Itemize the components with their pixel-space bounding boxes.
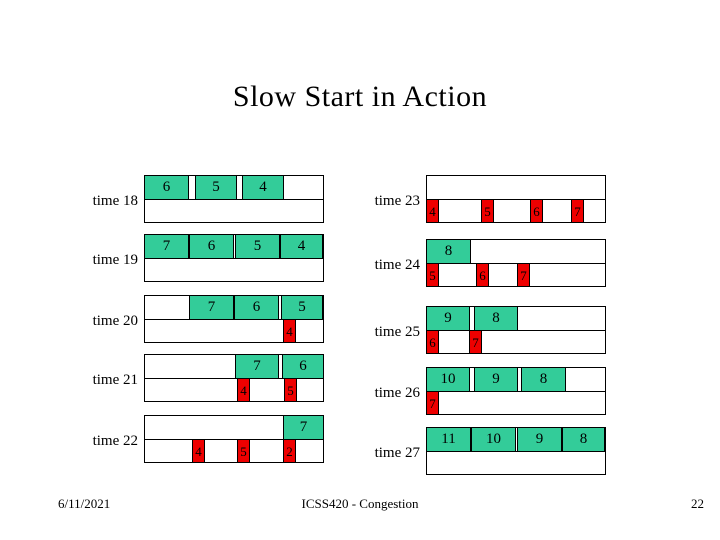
ack-box: 6 — [476, 263, 489, 287]
segment-box: 9 — [426, 306, 470, 331]
time-label: time 22 — [92, 433, 138, 449]
segment-box: 7 — [144, 234, 189, 259]
slide-title: Slow Start in Action — [232, 80, 488, 113]
time-label: time 21 — [92, 372, 138, 388]
transmission-window: 10 9 8 7 — [426, 367, 606, 415]
segment-box: 8 — [426, 239, 471, 264]
segment-box: 7 — [283, 415, 324, 440]
segment-box: 8 — [521, 367, 566, 392]
segment-box: 11 — [426, 427, 471, 452]
transmission-window: 4 5 6 7 — [426, 175, 606, 223]
footer-date: 6/11/2021 — [58, 496, 111, 511]
transmission-window: 7 4 5 2 — [144, 415, 324, 463]
segment-box: 8 — [562, 427, 605, 452]
ack-box: 5 — [426, 263, 439, 287]
window-midline — [427, 263, 605, 264]
ack-box: 4 — [283, 319, 296, 343]
ack-box: 6 — [426, 330, 439, 354]
ack-box: 7 — [517, 263, 530, 287]
footer-page-number: 22 — [691, 496, 704, 511]
time-label: time 23 — [374, 193, 420, 209]
window-midline — [427, 451, 605, 452]
segment-box: 9 — [474, 367, 518, 392]
segment-box: 5 — [281, 295, 323, 320]
segment-box: 4 — [280, 234, 323, 259]
time-label: time 27 — [374, 445, 420, 461]
time-label: time 18 — [92, 193, 138, 209]
segment-box: 8 — [474, 306, 518, 331]
segment-box: 9 — [517, 427, 562, 452]
ack-box: 6 — [530, 199, 543, 223]
window-midline — [427, 199, 605, 200]
segment-box: 5 — [235, 234, 280, 259]
window-midline — [145, 439, 323, 440]
window-midline — [145, 378, 323, 379]
ack-box: 4 — [192, 439, 205, 463]
time-label: time 26 — [374, 385, 420, 401]
segment-box: 10 — [471, 427, 516, 452]
ack-box: 5 — [481, 199, 494, 223]
footer-course-label: ICSS420 - Congestion — [301, 496, 419, 511]
segment-box: 6 — [189, 234, 234, 259]
window-midline — [145, 258, 323, 259]
segment-box: 5 — [195, 175, 237, 200]
time-label: time 19 — [92, 252, 138, 268]
ack-box: 4 — [426, 199, 439, 223]
ack-box: 7 — [469, 330, 482, 354]
segment-box: 6 — [282, 354, 324, 379]
time-label: time 25 — [374, 324, 420, 340]
ack-box: 4 — [237, 378, 250, 402]
segment-box: 4 — [242, 175, 284, 200]
segment-box: 6 — [234, 295, 279, 320]
ack-box: 7 — [426, 391, 439, 415]
ack-box: 7 — [571, 199, 584, 223]
time-label: time 24 — [374, 257, 420, 273]
time-label: time 20 — [92, 313, 138, 329]
ack-box: 5 — [284, 378, 297, 402]
segment-box: 6 — [144, 175, 189, 200]
transmission-window: 11 10 9 8 — [426, 427, 606, 475]
ack-box: 2 — [283, 439, 296, 463]
ack-box: 5 — [237, 439, 250, 463]
segment-box: 7 — [235, 354, 279, 379]
segment-box: 10 — [426, 367, 470, 392]
segment-box: 7 — [189, 295, 234, 320]
